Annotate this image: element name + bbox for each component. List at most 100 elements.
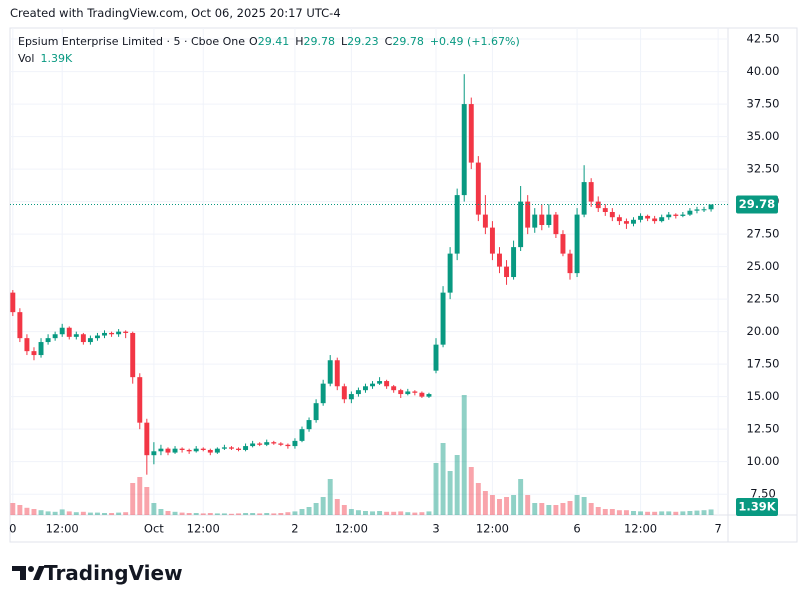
volume-bar (271, 513, 277, 515)
candle-body (193, 448, 199, 452)
volume-bar (24, 507, 30, 515)
candle-body (327, 360, 333, 384)
volume-bar (694, 510, 700, 515)
y-tick-label: 17.50 (747, 357, 780, 371)
candle-body (659, 217, 665, 222)
volume-bar (391, 511, 397, 515)
y-tick-label: 12.50 (747, 422, 780, 436)
candle-body (186, 449, 192, 452)
volume-bar (214, 513, 220, 515)
candle-body (158, 448, 164, 452)
x-tick-label: 12:00 (335, 522, 368, 536)
volume-bar (398, 511, 404, 515)
volume-bar (680, 511, 686, 515)
candle-body (426, 394, 432, 397)
volume-legend: Vol 1.39K (18, 52, 72, 65)
ohlc-label: O (249, 35, 258, 48)
volume-bar (419, 512, 425, 515)
candle-body (370, 383, 375, 387)
volume-bar (59, 509, 65, 515)
candle-body (553, 214, 559, 235)
volume-bar (94, 512, 100, 515)
y-tick-label: 42.50 (747, 32, 780, 46)
candle-body (109, 332, 115, 335)
candle-body (250, 443, 256, 447)
x-tick-label: 0 (9, 522, 16, 536)
volume-bar (80, 511, 86, 515)
candle-body (638, 215, 644, 220)
volume-bar (87, 512, 93, 515)
candle-body (207, 449, 213, 453)
candle-body (243, 446, 249, 450)
candle-body (73, 334, 79, 337)
legend: Epsium Enterprise Limited · 5 · Cboe One… (18, 35, 520, 48)
volume-bar (687, 511, 693, 515)
volume-bar (348, 509, 354, 515)
candle-body (687, 210, 693, 215)
candle-body (278, 443, 284, 445)
candle-body (214, 448, 220, 453)
volume-bar (461, 395, 467, 515)
candle-body (475, 162, 481, 215)
volume-bar (405, 512, 411, 515)
volume-bar (179, 512, 185, 515)
x-tick-label: 3 (432, 522, 439, 536)
volume-bar (116, 512, 122, 515)
candle-body (645, 215, 651, 219)
volume-bar (123, 512, 129, 515)
volume-bar (525, 495, 531, 515)
candle-body (94, 335, 100, 339)
candle-body (518, 201, 524, 248)
volume-label: Vol (18, 52, 35, 65)
y-tick-label: 20.00 (747, 324, 780, 338)
volume-bar (673, 511, 679, 515)
volume-bar (306, 507, 312, 515)
volume-bar (623, 510, 629, 515)
volume-bar (137, 477, 143, 515)
volume-bar (701, 510, 707, 515)
candle-body (306, 420, 312, 430)
brand-logo: TradingView (44, 561, 183, 585)
volume-bar (264, 513, 270, 515)
volume-bar (588, 503, 594, 515)
volume-bar (468, 467, 474, 515)
candle-body (412, 391, 418, 393)
volume-bar (616, 510, 622, 515)
candle-body (398, 390, 404, 395)
volume-bar (31, 509, 37, 515)
candle-body (137, 377, 143, 423)
x-tick-label: 12:00 (624, 522, 657, 536)
volume-bar (363, 511, 368, 515)
candle-body (123, 331, 129, 333)
candle-body (588, 182, 594, 202)
candle-body (489, 227, 495, 254)
volume-bar (511, 495, 517, 515)
y-tick-label: 22.50 (747, 292, 780, 306)
candle-body (405, 391, 411, 395)
candle-body (468, 104, 474, 163)
candle-body (574, 214, 580, 274)
volume-bar (334, 499, 340, 515)
candle-body (341, 386, 347, 400)
volume-bar (109, 513, 115, 515)
volume-bar (482, 491, 488, 515)
volume-bar (102, 513, 107, 515)
candle-body (257, 443, 263, 445)
volume-bar (574, 495, 580, 515)
candle-body (497, 253, 502, 267)
chart-frame (9, 27, 798, 543)
volume-bar (454, 455, 460, 515)
last-price-label: 29.78 (739, 197, 775, 211)
volume-bar (172, 511, 178, 515)
candle-body (236, 448, 241, 450)
candle-body (102, 332, 107, 336)
candle-body (264, 442, 270, 445)
volume-bar (609, 509, 615, 515)
last-price-tag (736, 195, 778, 214)
y-tick-label: 25.00 (747, 259, 780, 273)
candle-body (567, 253, 573, 274)
volume-bar (73, 512, 79, 515)
candle-body (708, 204, 714, 210)
volume-bar (52, 511, 58, 515)
